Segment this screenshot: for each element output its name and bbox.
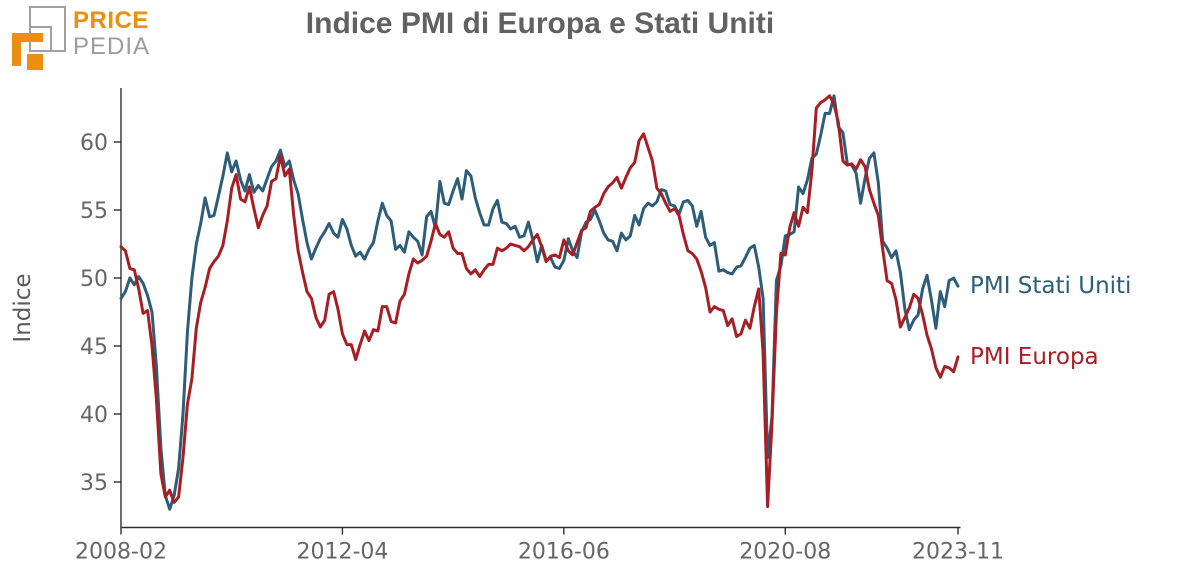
y-tick-label: 55	[80, 199, 108, 224]
pricepedia-logo-icon	[12, 6, 66, 70]
y-tick-label: 45	[80, 335, 108, 360]
y-axis-title: Indice	[10, 273, 36, 342]
x-tick-label: 2016-06	[518, 540, 610, 565]
pricepedia-logo-text: PRICE PEDIA	[73, 4, 150, 60]
series-label-europa: PMI Europa	[970, 344, 1099, 370]
y-tick-label: 50	[80, 267, 108, 292]
pricepedia-logo: PRICE PEDIA	[10, 4, 150, 70]
logo-word-price: PRICE	[73, 7, 149, 34]
y-tick-label: 35	[80, 471, 108, 496]
x-tick-label: 2023-11	[912, 540, 1004, 565]
y-tick-label: 40	[80, 403, 108, 428]
series-line-stati-uniti	[119, 94, 960, 511]
series-label-stati-uniti: PMI Stati Uniti	[970, 273, 1131, 299]
x-tick-label: 2008-02	[75, 540, 167, 565]
series-line-europa	[119, 94, 960, 508]
x-tick-label: 2012-04	[296, 540, 388, 565]
x-tick-label: 2020-08	[739, 540, 831, 565]
y-tick-label: 60	[80, 131, 108, 156]
page-title: Indice PMI di Europa e Stati Uniti	[305, 7, 775, 40]
logo-word-pedia: PEDIA	[73, 33, 151, 60]
